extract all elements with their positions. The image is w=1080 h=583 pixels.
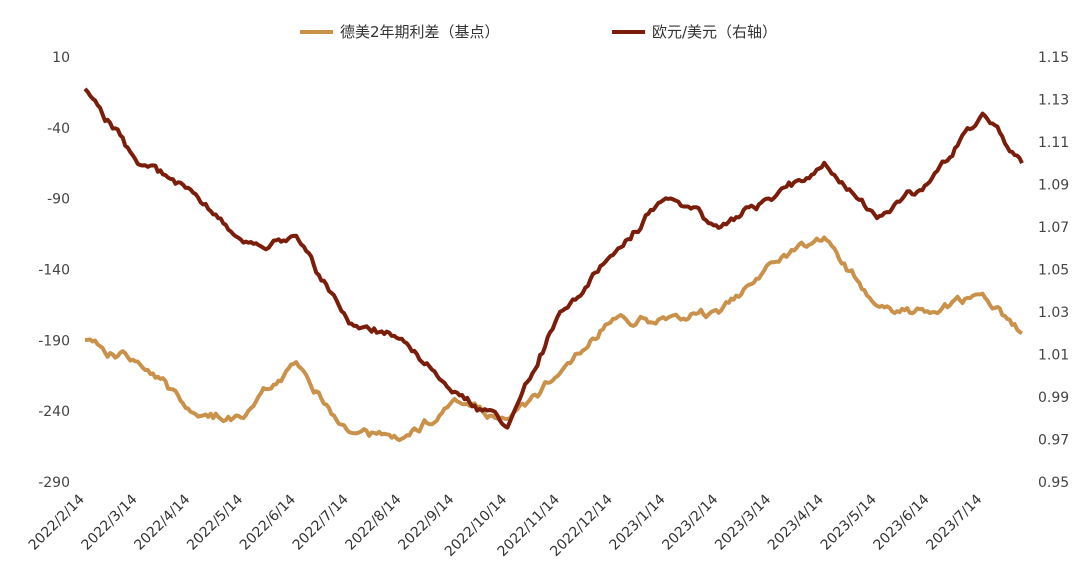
x-tick-label: 2022/5/14	[184, 491, 246, 553]
x-tick-label: 2023/4/14	[765, 491, 827, 553]
x-tick-label: 2023/5/14	[818, 491, 880, 553]
right-y-tick-label: 1.09	[1038, 178, 1069, 194]
right-y-tick-label: 0.99	[1038, 390, 1069, 406]
left-y-tick-label: -140	[38, 263, 70, 279]
right-y-tick-label: 0.95	[1038, 475, 1069, 491]
left-y-tick-label: -190	[38, 333, 70, 349]
x-tick-label: 2023/3/14	[712, 491, 774, 553]
right-y-tick-label: 1.07	[1038, 220, 1069, 236]
series-line-spread	[85, 235, 1024, 443]
series-layer	[83, 87, 1024, 443]
x-tick-label: 2023/1/14	[607, 491, 669, 553]
left-y-tick-label: -240	[38, 404, 70, 420]
x-tick-label: 2022/4/14	[131, 491, 193, 553]
x-tick-label: 2022/7/14	[290, 491, 352, 553]
left-y-tick-label: -290	[38, 475, 70, 491]
x-tick-label: 2023/6/14	[871, 491, 933, 553]
chart-legend: 德美2年期利差（基点） 欧元/美元（右轴）	[300, 23, 777, 41]
right-y-tick-label: 1.03	[1038, 305, 1069, 321]
left-y-tick-label: -40	[47, 121, 70, 137]
legend-label-spread: 德美2年期利差（基点）	[340, 23, 500, 41]
x-tick-label: 2023/7/14	[923, 491, 985, 553]
x-axis: 2022/2/142022/3/142022/4/142022/5/142022…	[26, 491, 986, 559]
x-tick-label: 2022/2/14	[26, 491, 88, 553]
right-y-tick-label: 1.15	[1038, 50, 1069, 66]
left-y-tick-label: 10	[52, 50, 70, 66]
right-y-tick-label: 1.05	[1038, 263, 1069, 279]
legend-label-eurusd: 欧元/美元（右轴）	[652, 23, 777, 41]
right-y-tick-label: 0.97	[1038, 433, 1069, 449]
right-y-axis: 1.15 1.13 1.11 1.09 1.07 1.05 1.03 1.01 0.99 0.97…	[1038, 50, 1069, 491]
x-tick-label: 2022/6/14	[237, 491, 299, 553]
series-line-eurusd	[83, 87, 1024, 430]
left-y-axis: 10 -40 -90 -140 -190 -240 -290	[38, 50, 70, 491]
right-y-tick-label: 1.11	[1038, 135, 1069, 151]
x-tick-label: 2022/8/14	[343, 491, 405, 553]
x-tick-label: 2023/2/14	[659, 491, 721, 553]
right-y-tick-label: 1.01	[1038, 348, 1069, 364]
right-y-tick-label: 1.13	[1038, 93, 1069, 109]
left-y-tick-label: -90	[47, 192, 70, 208]
x-tick-label: 2022/3/14	[79, 491, 141, 553]
